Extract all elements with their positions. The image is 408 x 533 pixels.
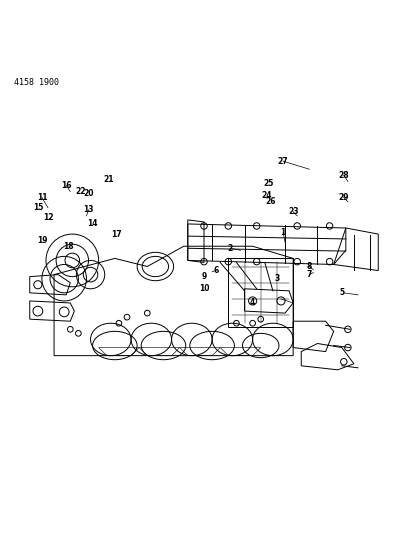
Text: 17: 17 <box>111 230 122 239</box>
Text: 8: 8 <box>307 262 312 271</box>
Text: 19: 19 <box>37 236 47 245</box>
Text: 29: 29 <box>339 193 349 202</box>
Text: 23: 23 <box>288 207 298 216</box>
Text: 21: 21 <box>104 175 114 184</box>
Text: 28: 28 <box>339 171 349 180</box>
Text: 18: 18 <box>63 242 73 251</box>
Text: 12: 12 <box>43 213 53 222</box>
Text: 15: 15 <box>33 203 43 212</box>
Text: 26: 26 <box>266 197 276 206</box>
Text: 2: 2 <box>228 244 233 253</box>
Text: 9: 9 <box>202 272 206 281</box>
Text: 6: 6 <box>213 266 219 275</box>
Text: 16: 16 <box>61 181 71 190</box>
Text: 13: 13 <box>83 205 94 214</box>
Text: 7: 7 <box>307 270 312 279</box>
Text: 11: 11 <box>37 193 47 202</box>
Text: 24: 24 <box>262 191 272 200</box>
Text: 4158 1900: 4158 1900 <box>13 78 58 87</box>
Text: 1: 1 <box>280 228 286 237</box>
Text: 20: 20 <box>83 189 94 198</box>
Text: 27: 27 <box>278 157 288 166</box>
Text: 25: 25 <box>264 179 274 188</box>
Text: 14: 14 <box>87 220 98 229</box>
Text: 10: 10 <box>199 284 209 293</box>
Text: 4: 4 <box>250 298 255 308</box>
Text: 22: 22 <box>75 187 86 196</box>
Text: 3: 3 <box>274 274 279 283</box>
Text: 5: 5 <box>339 288 344 297</box>
